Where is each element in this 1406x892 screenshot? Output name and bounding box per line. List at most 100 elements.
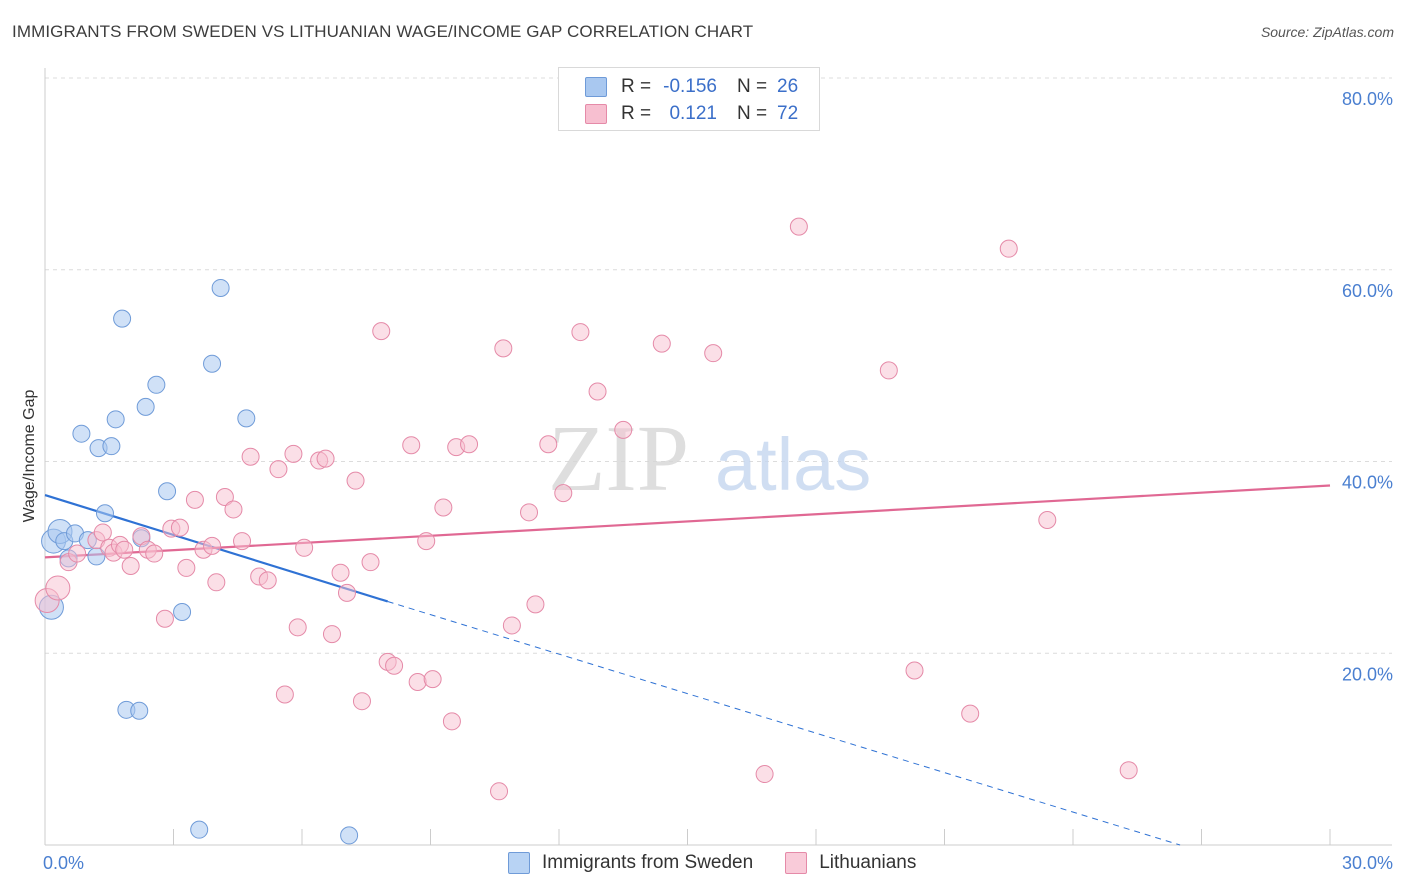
point-lithuanians	[185, 490, 204, 509]
legend-swatch-sweden	[585, 77, 607, 97]
point-lithuanians	[215, 487, 234, 506]
point-lithuanians	[241, 447, 260, 466]
point-sweden	[190, 820, 209, 839]
y-tick-label: 20.0%	[1342, 664, 1393, 684]
point-lithuanians	[288, 618, 307, 637]
trendline-lithuanians	[44, 484, 1331, 559]
axes	[44, 68, 1392, 846]
point-lithuanians	[526, 595, 545, 614]
point-lithuanians	[879, 361, 898, 380]
point-lithuanians	[434, 498, 453, 517]
y-tick-label: 40.0%	[1342, 473, 1393, 493]
series-label-lithuanians: Lithuanians	[819, 852, 917, 873]
point-lithuanians	[316, 449, 335, 468]
point-lithuanians	[571, 323, 590, 342]
point-sweden	[173, 603, 192, 622]
point-lithuanians	[588, 382, 607, 401]
series-legend-sweden[interactable]: Immigrants from Sweden	[508, 852, 753, 874]
series-swatch-sweden	[508, 852, 530, 874]
point-lithuanians	[352, 692, 371, 711]
point-lithuanians	[442, 712, 461, 731]
point-lithuanians	[68, 544, 87, 563]
point-lithuanians	[999, 239, 1018, 258]
x-tick-label: 30.0%	[1342, 853, 1393, 873]
legend-r-value: -0.156	[663, 76, 717, 97]
point-lithuanians	[494, 339, 513, 358]
series-swatch-lithuanians	[785, 852, 808, 874]
point-lithuanians	[502, 616, 521, 635]
point-lithuanians	[155, 609, 174, 628]
point-sweden	[203, 354, 222, 373]
point-lithuanians	[905, 661, 924, 680]
point-lithuanians	[1119, 761, 1138, 780]
point-sweden	[158, 482, 177, 501]
point-sweden	[95, 504, 114, 523]
point-sweden	[147, 375, 166, 394]
source-label: Source: ZipAtlas.com	[1260, 24, 1394, 40]
point-lithuanians	[423, 670, 442, 689]
point-sweden	[340, 826, 359, 845]
point-lithuanians	[284, 444, 303, 463]
series-legend-lithuanians[interactable]: Lithuanians	[785, 852, 916, 874]
point-lithuanians	[224, 500, 243, 519]
point-lithuanians	[402, 436, 421, 455]
point-lithuanians	[258, 571, 277, 590]
legend-r-label: R =	[621, 76, 652, 97]
point-lithuanians	[346, 471, 365, 490]
point-lithuanians	[539, 435, 558, 454]
point-sweden	[72, 424, 91, 443]
series-label-sweden: Immigrants from Sweden	[542, 852, 754, 873]
points	[34, 217, 1138, 845]
legend-n-label: N =	[737, 103, 768, 124]
point-lithuanians	[460, 435, 479, 454]
tick-labels: 20.0% 40.0% 60.0% 80.0% 0.0% 30.0%	[43, 89, 1393, 873]
point-lithuanians	[961, 704, 980, 723]
watermark: ZIP atlas	[548, 407, 871, 511]
legend-swatch-lithuanians	[585, 104, 607, 124]
point-lithuanians	[614, 420, 633, 439]
point-lithuanians	[417, 532, 436, 551]
point-lithuanians	[372, 322, 391, 341]
point-lithuanians	[322, 625, 341, 644]
point-lithuanians	[408, 673, 427, 692]
point-sweden	[106, 410, 125, 429]
legend-row-sweden: R = -0.156 N = 26	[585, 74, 798, 100]
point-lithuanians	[269, 460, 288, 479]
point-lithuanians	[145, 544, 164, 563]
point-lithuanians	[170, 518, 189, 537]
point-lithuanians	[115, 540, 134, 559]
point-lithuanians	[331, 563, 350, 582]
point-lithuanians	[490, 782, 509, 801]
chart-title: IMMIGRANTS FROM SWEDEN VS LITHUANIAN WAG…	[12, 22, 754, 41]
point-lithuanians	[755, 765, 774, 784]
legend-r-label: R =	[621, 103, 652, 124]
point-sweden	[130, 701, 149, 720]
gridlines	[45, 77, 1392, 654]
point-sweden	[237, 409, 256, 428]
point-lithuanians	[295, 538, 314, 557]
point-lithuanians	[121, 557, 140, 576]
point-lithuanians	[652, 334, 671, 353]
point-lithuanians	[203, 536, 222, 555]
point-lithuanians	[93, 523, 112, 542]
y-tick-label: 60.0%	[1342, 281, 1393, 301]
legend-r-value: 0.121	[669, 103, 717, 124]
point-lithuanians	[554, 484, 573, 503]
point-lithuanians	[704, 344, 723, 363]
point-lithuanians	[337, 583, 356, 602]
x-tick-label: 0.0%	[43, 853, 84, 873]
point-lithuanians	[207, 573, 226, 592]
point-lithuanians	[789, 217, 808, 236]
point-lithuanians	[385, 656, 404, 675]
legend-n-label: N =	[737, 76, 768, 97]
legend-row-lithuanians: R = 0.121 N = 72	[585, 101, 798, 127]
point-lithuanians	[233, 532, 252, 551]
point-sweden	[102, 437, 121, 456]
correlation-legend: R = -0.156 N = 26 R = 0.121 N = 72	[558, 67, 820, 131]
legend-n-value: 26	[777, 76, 799, 97]
point-lithuanians	[1038, 510, 1057, 529]
point-lithuanians	[275, 685, 294, 704]
point-lithuanians	[45, 575, 71, 601]
watermark-atlas: atlas	[715, 423, 871, 506]
